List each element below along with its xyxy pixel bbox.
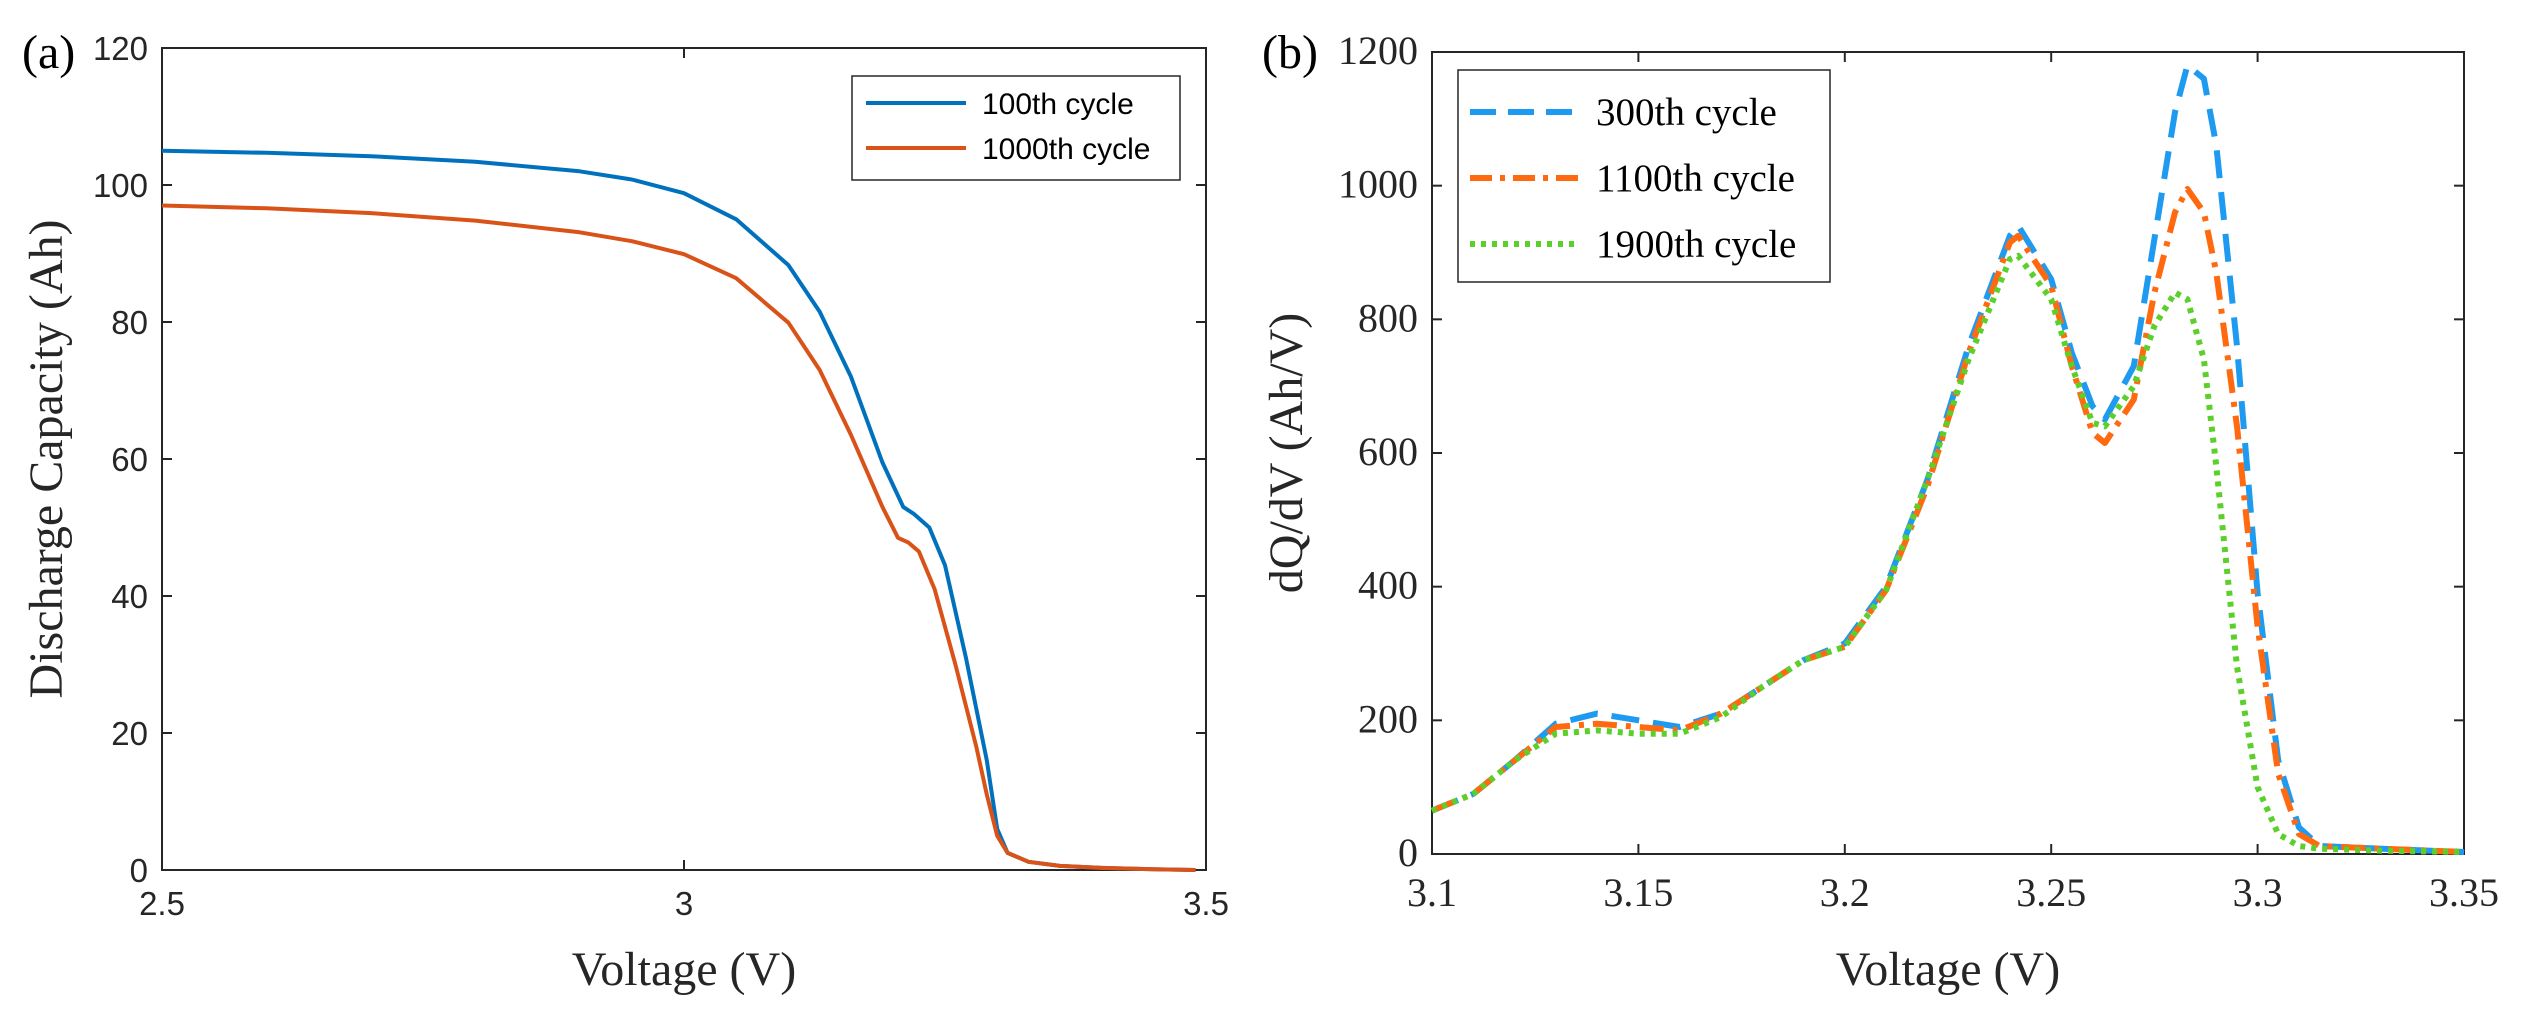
legend-label-1900th-cycle: 1900th cycle (1596, 223, 1796, 266)
panel-b-xtick-label: 3.3 (2233, 870, 2283, 915)
panel-a-xtick-label: 3 (675, 885, 693, 922)
panel-b-legend: 300th cycle 1100th cycle 1900th cycle (1457, 69, 1831, 283)
panel-b-ytick-label: 600 (1358, 429, 1418, 474)
series-line-300th-cycle (1430, 62, 2465, 855)
panel-b-xtick-label: 3.25 (2016, 870, 2086, 915)
panel-a-legend: 100th cycle 1000th cycle (851, 75, 1181, 181)
panel-a-ylabel: Discharge Capacity (Ah) (20, 220, 73, 699)
panel-a-series (161, 148, 1196, 872)
panel-b-xtick-label: 3.35 (2429, 870, 2499, 915)
legend-label-300th-cycle: 300th cycle (1596, 91, 1777, 134)
panel-a-legend-box (851, 75, 1181, 181)
panel-a-ytick-label: 100 (93, 167, 148, 204)
panel-a-ytick-label: 20 (111, 715, 148, 752)
panel-a-ytick-label: 80 (111, 304, 148, 341)
panel-a-ticks: 2.5 3 3.5 0 20 40 60 80 100 120 (93, 30, 1229, 922)
legend-label-1100th-cycle: 1100th cycle (1596, 157, 1795, 200)
panel-b-ticks: 3.1 3.15 3.2 3.25 3.3 3.35 0 200 400 600 800 1000 12… (1338, 28, 2499, 915)
panel-b-xlabel: Voltage (V) (1836, 943, 2060, 996)
series-line-1100th-cycle (1430, 186, 2465, 855)
series-line-100th-cycle (161, 148, 1196, 872)
panel-a-ytick-label: 0 (130, 852, 148, 889)
panel-b-ytick-label: 0 (1398, 830, 1418, 875)
series-line-1000th-cycle (161, 203, 1196, 872)
panel-b-label: (b) (1262, 26, 1318, 79)
panel-b-ytick-label: 400 (1358, 563, 1418, 608)
panel-b-ytick-label: 1200 (1338, 28, 1418, 73)
legend-label-100th-cycle: 100th cycle (982, 88, 1134, 121)
panel-b-ytick-label: 200 (1358, 696, 1418, 741)
panel-b-series (1430, 62, 2465, 855)
panel-a-ytick-label: 40 (111, 578, 148, 615)
legend-label-1000th-cycle: 1000th cycle (982, 133, 1150, 166)
panel-b-xtick-label: 3.2 (1820, 870, 1870, 915)
panel-a-xtick-label: 2.5 (139, 885, 185, 922)
panel-b-xtick-label: 3.15 (1603, 870, 1673, 915)
panel-b-dqdv: (b) 3.1 3.15 3.2 3.25 3.3 3.35 0 200 400 600 800 10… (1260, 26, 2499, 996)
panel-a-ytick-label: 60 (111, 441, 148, 478)
panel-a-ytick-label: 120 (93, 30, 148, 67)
panel-a-label: (a) (22, 26, 75, 79)
panel-a-xtick-label: 3.5 (1183, 885, 1229, 922)
panel-b-ytick-label: 800 (1358, 295, 1418, 340)
panel-b-ylabel: dQ/dV (Ah/V) (1260, 313, 1313, 593)
panel-b-xtick-label: 3.1 (1407, 870, 1457, 915)
panel-b-ytick-label: 1000 (1338, 162, 1418, 207)
series-line-1900th-cycle (1430, 252, 2465, 855)
panel-a-discharge-capacity: (a) 2.5 3 3.5 0 20 40 60 80 100 120 Voltage (V) D… (20, 26, 1229, 996)
panel-a-xlabel: Voltage (V) (572, 943, 796, 996)
